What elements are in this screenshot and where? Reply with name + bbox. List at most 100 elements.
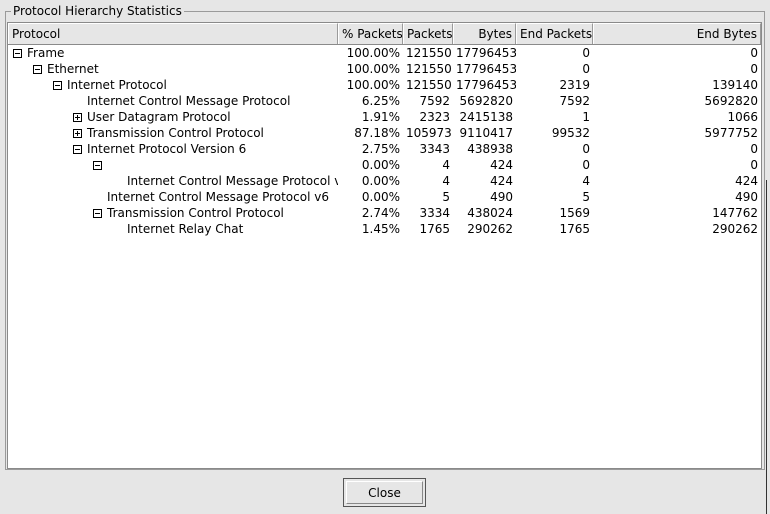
table-row[interactable]: Internet Protocol 100.00% 121550 17796453 23…: [8, 77, 761, 93]
protocol-cell: Internet Control Message Protocol v6: [8, 173, 338, 189]
table-row[interactable]: Internet Control Message Protocol v6 0.00…: [8, 173, 761, 189]
end-packets-cell: 1: [582, 110, 590, 124]
table-row[interactable]: Transmission Control Protocol 2.74% 3334 43…: [8, 205, 761, 221]
pct-packets-cell: 2.74%: [361, 206, 400, 220]
end-bytes-cell: 147762: [712, 206, 758, 220]
table-row[interactable]: 0.00% 4 424 0 0: [8, 157, 761, 173]
collapse-icon[interactable]: [73, 144, 82, 154]
bytes-cell: 438024: [467, 206, 513, 220]
protocol-table[interactable]: Protocol % Packets Packets Bytes End Pac…: [7, 22, 762, 469]
protocol-cell: [8, 157, 338, 173]
protocol-cell: Internet Relay Chat: [8, 221, 338, 237]
protocol-name: Internet Protocol: [67, 78, 167, 92]
pct-packets-cell: 100.00%: [346, 62, 400, 76]
protocol-name: Internet Protocol Version 6: [87, 142, 247, 156]
table-header: Protocol % Packets Packets Bytes End Pac…: [8, 23, 761, 45]
expand-icon[interactable]: [73, 128, 82, 138]
protocol-cell: Transmission Control Protocol: [8, 205, 338, 221]
pct-packets-cell: 1.91%: [361, 110, 400, 124]
pct-packets-cell: 1.45%: [361, 222, 400, 236]
column-header-pct-packets[interactable]: % Packets: [338, 23, 403, 44]
group-title: Protocol Hierarchy Statistics: [11, 4, 184, 18]
protocol-name: Transmission Control Protocol: [87, 126, 264, 140]
bytes-cell: 490: [490, 190, 513, 204]
table-row[interactable]: User Datagram Protocol 1.91% 2323 2415138 1 1…: [8, 109, 761, 125]
table-row[interactable]: Frame 100.00% 121550 17796453 0 0: [8, 45, 761, 61]
end-packets-cell: 99532: [551, 126, 590, 140]
column-header-protocol[interactable]: Protocol: [8, 23, 338, 44]
packets-cell: 121550: [406, 62, 452, 76]
pct-packets-cell: 0.00%: [361, 190, 400, 204]
packets-cell: 3334: [419, 206, 450, 220]
protocol-cell: Internet Control Message Protocol v6: [8, 189, 338, 205]
packets-cell: 4: [442, 158, 450, 172]
protocol-name: Transmission Control Protocol: [107, 206, 284, 220]
collapse-icon[interactable]: [13, 48, 22, 58]
bytes-cell: 17796453: [456, 62, 516, 76]
close-button[interactable]: Close: [343, 478, 426, 507]
table-row[interactable]: Internet Control Message Protocol 6.25% 75…: [8, 93, 761, 109]
collapse-icon[interactable]: [93, 208, 102, 218]
window-edge: [766, 180, 767, 514]
protocol-cell: Internet Protocol: [8, 77, 338, 93]
end-packets-cell: 5: [582, 190, 590, 204]
protocol-name: Ethernet: [47, 62, 99, 76]
bytes-cell: 9110417: [459, 126, 513, 140]
bytes-cell: 2415138: [459, 110, 513, 124]
bytes-cell: 438938: [467, 142, 513, 156]
packets-cell: 3343: [419, 142, 450, 156]
end-bytes-cell: 5977752: [704, 126, 758, 140]
end-bytes-cell: 139140: [712, 78, 758, 92]
bytes-cell: 5692820: [459, 94, 513, 108]
pct-packets-cell: 2.75%: [361, 142, 400, 156]
end-packets-cell: 7592: [559, 94, 590, 108]
protocol-name: Internet Control Message Protocol v6: [127, 174, 338, 188]
packets-cell: 1765: [419, 222, 450, 236]
bytes-cell: 290262: [467, 222, 513, 236]
end-bytes-cell: 0: [750, 62, 758, 76]
end-bytes-cell: 0: [750, 46, 758, 60]
protocol-name: Internet Relay Chat: [127, 222, 244, 236]
protocol-name: Internet Control Message Protocol v6: [107, 190, 329, 204]
packets-cell: 5: [442, 190, 450, 204]
packets-cell: 121550: [406, 46, 452, 60]
end-bytes-cell: 290262: [712, 222, 758, 236]
bytes-cell: 17796453: [456, 46, 516, 60]
collapse-icon[interactable]: [33, 64, 42, 74]
end-bytes-cell: 1066: [727, 110, 758, 124]
collapse-icon[interactable]: [53, 80, 62, 90]
end-bytes-cell: 5692820: [704, 94, 758, 108]
table-row[interactable]: Internet Protocol Version 6 2.75% 3343 4389…: [8, 141, 761, 157]
end-bytes-cell: 0: [750, 142, 758, 156]
end-packets-cell: 1765: [559, 222, 590, 236]
table-row[interactable]: Internet Relay Chat 1.45% 1765 290262 1765 29…: [8, 221, 761, 237]
protocol-cell: Internet Protocol Version 6: [8, 141, 338, 157]
protocol-cell: Ethernet: [8, 61, 338, 77]
end-packets-cell: 4: [582, 174, 590, 188]
end-packets-cell: 1569: [559, 206, 590, 220]
bytes-cell: 424: [490, 158, 513, 172]
end-bytes-cell: 490: [735, 190, 758, 204]
pct-packets-cell: 87.18%: [354, 126, 400, 140]
close-button-label: Close: [346, 481, 423, 504]
packets-cell: 4: [442, 174, 450, 188]
pct-packets-cell: 100.00%: [346, 78, 400, 92]
protocol-cell: Internet Control Message Protocol: [8, 93, 338, 109]
collapse-icon[interactable]: [93, 160, 102, 170]
protocol-name: Internet Control Message Protocol: [87, 94, 291, 108]
table-row[interactable]: Internet Control Message Protocol v6 0.00…: [8, 189, 761, 205]
end-bytes-cell: 424: [735, 174, 758, 188]
column-header-packets[interactable]: Packets: [403, 23, 453, 44]
expand-icon[interactable]: [73, 112, 82, 122]
pct-packets-cell: 6.25%: [361, 94, 400, 108]
pct-packets-cell: 0.00%: [361, 174, 400, 188]
column-header-end-bytes[interactable]: End Bytes: [593, 23, 761, 44]
table-row[interactable]: Transmission Control Protocol 87.18% 10597…: [8, 125, 761, 141]
protocol-cell: Frame: [8, 45, 338, 61]
table-row[interactable]: Ethernet 100.00% 121550 17796453 0 0: [8, 61, 761, 77]
end-bytes-cell: 0: [750, 158, 758, 172]
column-header-bytes[interactable]: Bytes: [453, 23, 516, 44]
protocol-hierarchy-group: [5, 11, 765, 470]
column-header-end-packets[interactable]: End Packets: [516, 23, 593, 44]
bytes-cell: 17796453: [456, 78, 516, 92]
